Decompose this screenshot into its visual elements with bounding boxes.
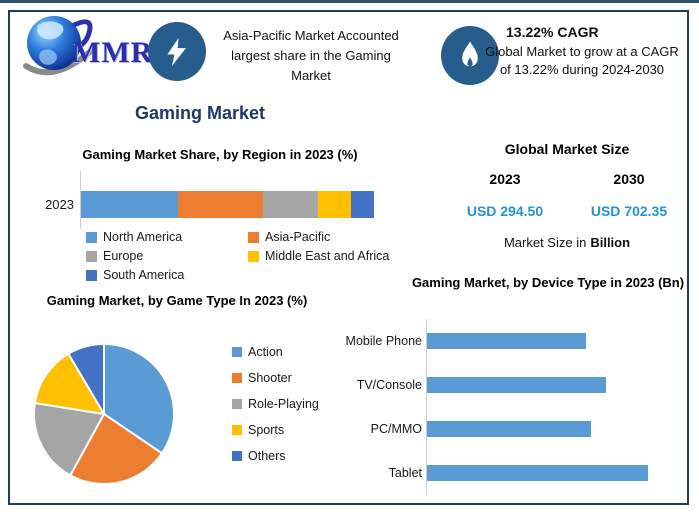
flame-glyph: [462, 40, 478, 66]
bar-tablet: [427, 465, 649, 481]
page-title: Gaming Market: [134, 103, 266, 123]
mmr-logo: MMR: [20, 8, 154, 86]
bar-segment-europe: [262, 191, 319, 218]
bar-segment-asia-pacific: [177, 191, 263, 218]
legend-swatch-icon: [86, 269, 97, 281]
legend-label: Europe: [103, 249, 144, 263]
legend-item-north-america: North America: [86, 229, 248, 245]
legend-swatch-icon: [232, 373, 242, 383]
legend-item-asia-pacific: Asia-Pacific: [248, 229, 396, 245]
market-year: 2030: [613, 171, 645, 187]
legend-label: Action: [248, 345, 283, 359]
market-size-note: Market Size in Billion: [443, 235, 691, 250]
bar-category-label: PC/MMO: [370, 421, 422, 436]
region-stacked-bar: [81, 191, 374, 218]
pie-slice-role-playing: [33, 402, 105, 477]
legend-swatch-icon: [232, 425, 242, 435]
bar-track: [426, 363, 688, 407]
bar-tv-console: [427, 377, 607, 393]
lightning-glyph: [167, 37, 186, 66]
bar-segment-north-america: [81, 191, 178, 218]
legend-swatch-icon: [232, 347, 242, 357]
pie-slice-sports: [33, 352, 105, 415]
market-size-columns: 2023 USD 294.50 2030 USD 702.35: [443, 171, 691, 219]
bar-category-label: TV/Console: [356, 377, 422, 392]
pie-svg: [33, 343, 176, 485]
pie-chart-title: Gaming Market, by Game Type In 2023 (%): [46, 293, 308, 308]
market-year: 2023: [489, 171, 521, 187]
bar-segment-middle-east-and-africa: [318, 191, 351, 218]
legend-item-role-playing: Role-Playing: [232, 396, 319, 412]
legend-swatch-icon: [86, 231, 97, 243]
market-note-prefix: Market Size in: [503, 235, 587, 250]
bar-track: [426, 451, 688, 495]
highlight-share-text: Asia-Pacific Market Accounted largest sh…: [223, 28, 399, 84]
region-chart-axis: [80, 171, 81, 229]
bar-track: [426, 319, 688, 363]
pie-legend: Action Shooter Role-Playing Sports Others: [232, 344, 319, 464]
legend-label: Role-Playing: [248, 397, 319, 411]
device-chart-title: Gaming Market, by Device Type in 2023 (B…: [411, 275, 685, 290]
pie-slice-shooter: [69, 413, 163, 485]
legend-label: Shooter: [248, 371, 292, 385]
legend-swatch-icon: [232, 451, 242, 461]
bar-category-label: Mobile Phone: [345, 333, 422, 348]
market-size-col-2023: 2023 USD 294.50: [443, 171, 567, 219]
market-size-col-2030: 2030 USD 702.35: [567, 171, 691, 219]
legend-label: Middle East and Africa: [265, 249, 390, 263]
legend-swatch-icon: [232, 399, 242, 409]
bar-pc-mmo: [427, 421, 591, 437]
legend-label: Others: [248, 449, 286, 463]
market-note-unit: Billion: [590, 235, 631, 250]
legend-item-south-america: South America: [86, 267, 248, 283]
legend-swatch-icon: [248, 231, 259, 243]
market-value: USD 702.35: [590, 203, 668, 219]
top-accent-line: [0, 0, 699, 3]
market-value: USD 294.50: [466, 203, 544, 219]
bar-row-pc-mmo: PC/MMO: [340, 407, 688, 451]
region-row-label: 2023: [45, 197, 74, 212]
game-type-pie-chart: [30, 340, 178, 488]
cagr-title: 13.22% CAGR: [506, 24, 599, 40]
bar-track: [426, 407, 688, 451]
legend-label: Asia-Pacific: [265, 230, 331, 244]
bar-mobile-phone: [427, 333, 587, 349]
pie-slice-action: [103, 343, 176, 455]
bar-segment-south-america: [350, 191, 374, 218]
bar-category-label: Tablet: [388, 465, 422, 480]
device-type-bar-chart: Mobile Phone TV/Console PC/MMO Tablet: [340, 315, 688, 498]
cagr-text: Global Market to grow at a CAGR of 13.22…: [485, 44, 679, 78]
legend-item-action: Action: [232, 344, 319, 360]
logo-text: MMR: [72, 36, 154, 69]
legend-item-middle-east-and-africa: Middle East and Africa: [248, 248, 396, 264]
lightning-icon: [148, 22, 206, 81]
legend-label: Sports: [248, 423, 285, 437]
legend-label: North America: [103, 230, 183, 244]
legend-item-others: Others: [232, 448, 319, 464]
legend-swatch-icon: [248, 250, 259, 262]
bar-row-tv-console: TV/Console: [340, 363, 688, 407]
bar-row-mobile-phone: Mobile Phone: [340, 319, 688, 363]
bar-row-tablet: Tablet: [340, 451, 688, 495]
legend-item-sports: Sports: [232, 422, 319, 438]
region-chart-title: Gaming Market Share, by Region in 2023 (…: [82, 147, 358, 162]
market-size-title: Global Market Size: [504, 141, 630, 157]
legend-item-shooter: Shooter: [232, 370, 319, 386]
region-legend: North America Asia-Pacific Europe Middle Ea…: [86, 229, 396, 283]
globe-icon: [23, 16, 95, 76]
legend-label: South America: [103, 268, 185, 282]
legend-item-europe: Europe: [86, 248, 248, 264]
flame-icon: [441, 26, 499, 85]
pie-slice-others: [67, 343, 105, 415]
legend-swatch-icon: [86, 250, 97, 262]
